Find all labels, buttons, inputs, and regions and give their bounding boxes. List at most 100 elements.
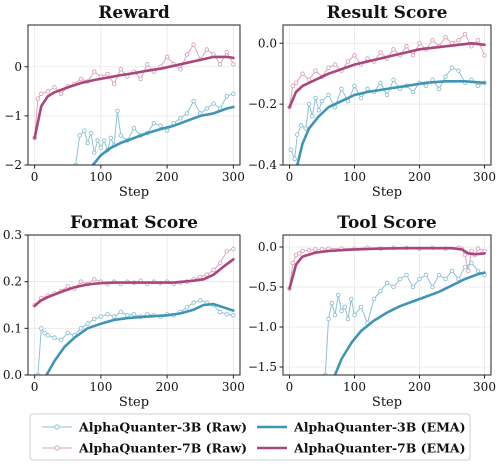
legend-entry-raw7b: AlphaQuanter-7B (Raw) [42,441,247,456]
data-point-raw7b [475,246,481,251]
x-axis-label: Step [119,395,149,410]
data-point-raw7b [217,62,223,67]
data-point-raw7b [78,279,84,284]
x-tick-label: 100 [89,380,112,394]
y-tick-label: −0.2 [248,97,277,111]
y-tick-label: 0.1 [3,321,22,335]
data-point-raw3b [82,128,87,133]
data-point-raw7b [138,76,143,82]
legend-label: AlphaQuanter-3B (EMA) [293,420,466,435]
data-point-raw3b [178,116,183,121]
data-point-raw7b [197,274,203,280]
series-line-ema3b [45,302,235,375]
data-point-raw3b [95,138,100,143]
y-tick-label: 0.2 [3,275,22,289]
data-point-raw7b [91,277,97,282]
y-tick-label: 0 [14,60,22,74]
data-point-raw3b [204,106,210,111]
data-point-raw7b [224,249,229,254]
data-point-raw3b [378,288,383,294]
data-point-raw7b [326,65,331,70]
chart-title: Format Score [70,213,198,233]
x-tick-label: 0 [286,380,294,394]
data-point-raw3b [397,276,403,282]
data-point-raw7b [352,53,357,58]
data-point-raw7b [332,62,338,67]
data-point-raw3b [191,98,196,104]
data-point-raw7b [345,59,351,64]
data-point-raw3b [184,305,190,310]
data-point-raw7b [105,71,110,77]
data-point-raw7b [184,52,190,57]
x-tick-label: 200 [408,380,431,394]
series-line-raw3b [37,299,234,375]
series-line-raw3b [75,93,234,165]
data-point-raw3b [101,138,107,143]
series-line-ema3b [295,80,486,165]
data-point-raw3b [449,65,455,70]
data-point-raw3b [58,337,64,343]
axes-frame [282,24,492,166]
data-point-raw3b [436,272,442,278]
legend-entry-ema3b: AlphaQuanter-3B (EMA) [257,420,466,435]
series-line-ema7b [288,246,486,290]
data-point-raw7b [217,260,223,266]
data-point-raw3b [108,135,114,141]
data-point-raw7b [35,96,41,101]
data-point-raw3b [313,95,318,101]
data-point-raw3b [164,128,170,133]
x-tick-label: 200 [408,170,431,184]
data-point-raw3b [384,92,390,98]
x-tick-label: 200 [156,380,179,394]
data-point-raw7b [164,54,170,60]
x-tick-label: 0 [31,380,39,394]
data-point-raw7b [443,34,448,40]
y-tick-label: −1.0 [248,320,277,334]
data-point-raw3b [306,101,312,107]
data-point-raw7b [297,251,302,256]
data-point-raw3b [77,133,82,138]
data-point-raw7b [456,37,461,43]
data-point-raw3b [52,335,57,340]
data-point-raw7b [469,248,474,254]
data-point-raw7b [482,53,487,58]
data-point-raw3b [404,272,409,278]
chart-title: Tool Score [337,213,437,233]
x-tick-label: 100 [343,170,366,184]
data-point-raw3b [42,330,47,336]
x-tick-label: 300 [222,170,245,184]
y-tick-label: −1 [4,109,22,123]
series-line-ema7b [33,55,235,140]
data-point-raw3b [352,312,357,318]
y-tick-label: 0.0 [258,36,277,50]
data-point-raw3b [217,309,223,315]
data-point-raw3b [365,86,370,92]
data-point-raw3b [391,284,396,290]
data-point-raw3b [98,314,104,319]
data-point-raw3b [342,304,348,310]
data-point-raw3b [158,123,163,128]
data-point-raw3b [475,83,481,89]
data-point-raw3b [423,83,429,89]
x-tick-label: 0 [31,170,39,184]
data-point-raw7b [118,66,123,72]
data-point-raw3b [378,80,383,86]
y-tick-label: −2 [4,158,22,172]
data-point-raw7b [365,56,370,61]
data-point-raw3b [443,276,448,282]
data-point-raw3b [85,140,90,146]
data-point-raw7b [178,66,183,72]
data-point-raw3b [345,316,351,322]
data-point-raw3b [326,92,331,98]
x-tick-label: 100 [89,170,112,184]
data-point-raw7b [65,284,70,289]
data-point-raw3b [91,316,97,322]
data-point-raw7b [404,44,409,49]
series-line-ema7b [33,257,235,308]
legend-label: AlphaQuanter-3B (Raw) [78,420,247,435]
data-point-raw7b [430,37,435,43]
data-point-raw3b [436,86,442,92]
data-point-raw3b [184,111,190,116]
x-axis-label: Step [372,395,402,410]
